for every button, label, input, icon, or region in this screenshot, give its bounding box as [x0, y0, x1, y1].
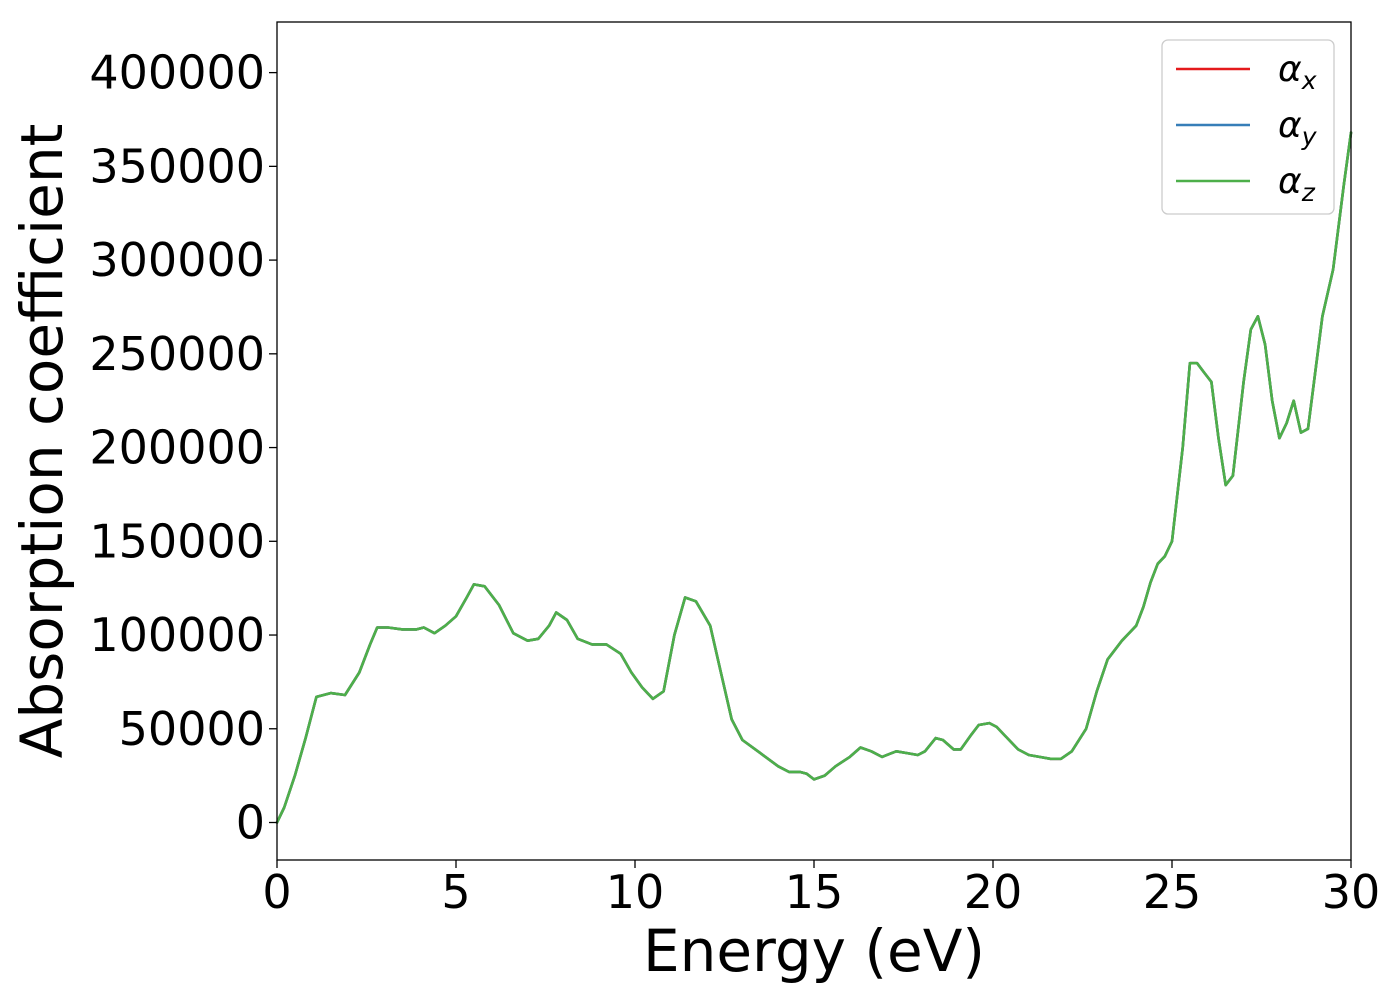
y-tick-label: 250000	[89, 327, 265, 381]
x-axis-title: Energy (eV)	[643, 917, 985, 985]
legend: αx αy αz	[1161, 39, 1335, 215]
x-tick-label: 0	[262, 865, 291, 919]
series-line	[275, 131, 1353, 824]
x-tick-label: 30	[1322, 865, 1381, 919]
y-tick-label: 300000	[89, 233, 265, 287]
y-axis: 0 50000 100000 150000 200000 250000 300000 3500…	[89, 46, 277, 850]
y-tick-label: 150000	[89, 514, 265, 568]
x-tick-label: 10	[606, 865, 665, 919]
y-tick-label: 400000	[89, 46, 265, 100]
x-axis: 0 5 10 15 20 25 30	[262, 860, 1380, 919]
y-tick-label: 50000	[119, 702, 265, 756]
x-tick-label: 20	[964, 865, 1023, 919]
y-tick-label: 350000	[89, 139, 265, 193]
legend-label: αy	[1278, 105, 1318, 151]
series-layer	[275, 131, 1353, 824]
x-tick-label: 25	[1143, 865, 1202, 919]
y-tick-label: 0	[236, 796, 265, 850]
x-tick-label: 5	[441, 865, 470, 919]
y-tick-label: 100000	[89, 608, 265, 662]
legend-label: αz	[1278, 161, 1316, 207]
y-tick-label: 200000	[89, 421, 265, 475]
legend-box	[1161, 39, 1335, 215]
y-axis-title: Absorption coefficient	[8, 124, 76, 759]
legend-label: αx	[1278, 49, 1317, 95]
x-tick-label: 15	[785, 865, 844, 919]
